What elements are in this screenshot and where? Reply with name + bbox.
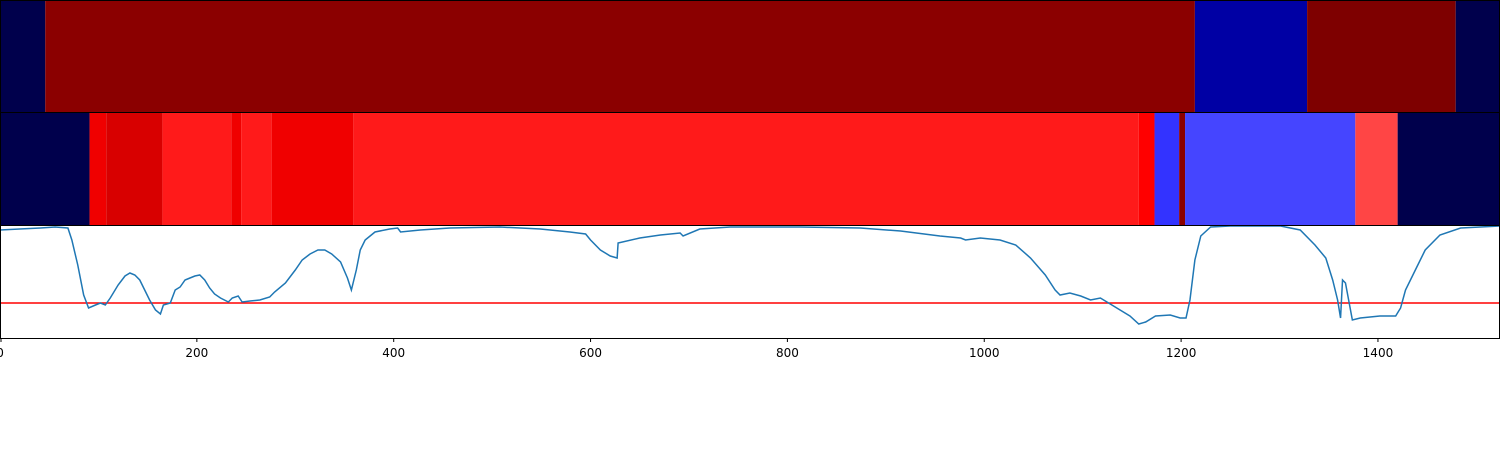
panel-frame: [0, 225, 1500, 339]
strip-segment: [162, 113, 232, 225]
strip-segment: [1307, 1, 1456, 112]
x-tick-label: 1200: [1166, 346, 1197, 360]
x-tick-label: 1000: [969, 346, 1000, 360]
strip-segment: [0, 1, 46, 112]
data-line: [0, 225, 1500, 325]
strip-segment: [241, 113, 272, 225]
x-tick-label: 200: [185, 346, 208, 360]
strip-segment: [353, 113, 1139, 225]
x-tick-label: 0: [0, 346, 4, 360]
strip-segment: [231, 113, 242, 225]
strip-segment: [1154, 113, 1180, 225]
strip-segment: [106, 113, 163, 225]
x-tick-label: 600: [579, 346, 602, 360]
strip-segment: [1179, 113, 1186, 225]
strip-segment: [1355, 113, 1398, 225]
x-tick-label: 800: [776, 346, 799, 360]
x-tick-label: 400: [382, 346, 405, 360]
strip-segment: [1455, 1, 1500, 112]
strip-segment: [1397, 113, 1500, 225]
strip-segment: [89, 113, 107, 225]
strip-segment: [0, 113, 90, 225]
strip-segment: [1185, 113, 1356, 225]
strip-segment: [271, 113, 354, 225]
x-tick-label: 1400: [1363, 346, 1394, 360]
strip-segment: [1194, 1, 1308, 112]
strip-segment: [1138, 113, 1155, 225]
strip-segment: [45, 1, 1195, 112]
